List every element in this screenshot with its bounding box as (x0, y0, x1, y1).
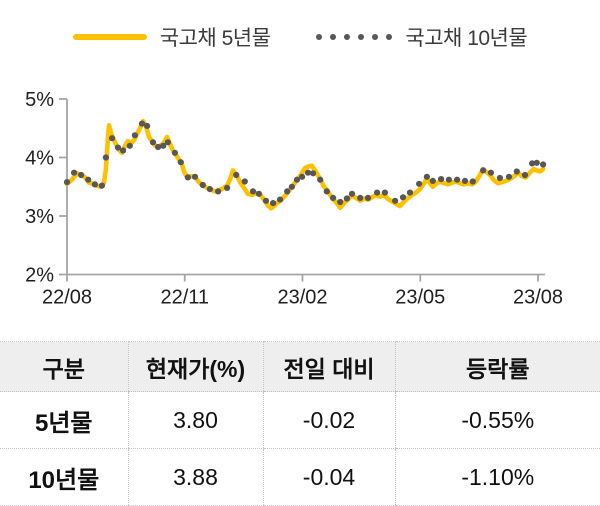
col-header-current-price: 현재가(%) (127, 341, 263, 392)
legend-label-10y: 국고채 10년물 (405, 27, 528, 50)
col-header-daily-change: 전일 대비 (262, 341, 395, 392)
table-row-10y: 10년물 3.88 -0.04 -1.10% (0, 448, 600, 506)
x-axis-label: 22/11 (160, 287, 209, 309)
series-line-5y (64, 118, 546, 211)
legend-line-swatch-5y-icon (72, 34, 147, 40)
price-10y: 3.88 (127, 448, 263, 506)
rate-5y: -0.55% (394, 391, 600, 449)
series-dots-10y (63, 120, 547, 207)
x-axis-label: 22/08 (42, 287, 92, 309)
chart-legend: 국고채 5년물 국고채 10년물 (0, 22, 600, 52)
x-axis-label: 23/02 (277, 287, 327, 309)
legend-item-10y: 국고채 10년물 (316, 22, 528, 52)
legend-item-5y: 국고채 5년물 (72, 22, 271, 52)
change-5y: -0.02 (262, 391, 395, 449)
col-header-category: 구분 (0, 341, 128, 392)
table-header-row: 구분 현재가(%) 전일 대비 등락률 (0, 341, 600, 392)
legend-label-5y: 국고채 5년물 (159, 27, 271, 50)
table-row-5y: 5년물 3.80 -0.02 -0.55% (0, 391, 600, 449)
x-axis-label: 23/05 (395, 287, 445, 309)
col-header-change-rate: 등락률 (394, 341, 600, 392)
price-5y: 3.80 (127, 391, 263, 449)
legend-dots-swatch-10y-icon (316, 34, 393, 40)
y-axis-label: 2% (25, 265, 54, 287)
row-label-10y: 10년물 (0, 448, 128, 506)
bond-summary-table: 구분 현재가(%) 전일 대비 등락률 5년물 3.80 -0.02 -0.55… (0, 341, 600, 506)
y-axis-label: 5% (25, 89, 54, 111)
x-axis-label: 23/08 (513, 287, 563, 309)
y-axis-label: 4% (25, 148, 54, 170)
row-label-5y: 5년물 (0, 391, 128, 449)
bond-summary-table-wrap: 구분 현재가(%) 전일 대비 등락률 5년물 3.80 -0.02 -0.55… (0, 341, 600, 506)
change-10y: -0.04 (262, 448, 395, 506)
bond-yield-chart: 5% 4% 3% 2%22/08 22/11 23/02 23/05 23/08 (25, 89, 563, 309)
axis-lines (66, 99, 546, 276)
rate-10y: -1.10% (394, 448, 600, 506)
y-axis-label: 3% (25, 206, 54, 228)
